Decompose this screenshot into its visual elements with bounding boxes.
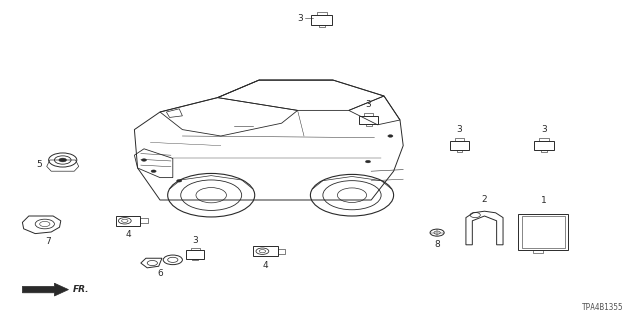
Text: 1: 1 <box>541 196 546 205</box>
Bar <box>317 12 327 15</box>
Bar <box>540 139 549 141</box>
Text: 4: 4 <box>263 261 268 270</box>
Bar <box>455 139 465 141</box>
Bar <box>186 250 204 259</box>
Text: 8: 8 <box>435 240 440 249</box>
Bar <box>533 250 543 253</box>
Text: 6: 6 <box>157 269 163 278</box>
Circle shape <box>151 170 156 172</box>
Bar <box>116 216 140 226</box>
Bar <box>191 248 200 250</box>
Text: TPA4B1355: TPA4B1355 <box>582 303 624 312</box>
Text: 4: 4 <box>125 230 131 239</box>
Text: FR.: FR. <box>72 285 89 294</box>
Bar <box>534 141 554 150</box>
Text: 3: 3 <box>193 236 198 245</box>
Bar <box>319 25 325 27</box>
Bar <box>364 113 374 116</box>
Bar <box>522 216 565 248</box>
Bar <box>541 150 547 152</box>
Text: 7: 7 <box>45 237 51 246</box>
Bar <box>518 214 568 250</box>
Text: 3: 3 <box>541 125 547 134</box>
Bar <box>450 141 469 150</box>
Circle shape <box>365 160 371 163</box>
Bar <box>278 249 285 254</box>
Circle shape <box>141 159 147 161</box>
Bar <box>312 15 333 25</box>
Text: 3: 3 <box>457 125 462 134</box>
Circle shape <box>177 180 182 182</box>
Circle shape <box>59 158 67 162</box>
Text: 3: 3 <box>297 14 303 23</box>
Bar <box>359 116 378 124</box>
Circle shape <box>388 135 393 137</box>
Bar <box>253 246 278 256</box>
Bar <box>366 124 371 126</box>
Text: 2: 2 <box>482 195 487 204</box>
Bar <box>457 150 462 152</box>
Bar <box>193 259 198 260</box>
Bar <box>140 218 148 223</box>
Text: 5: 5 <box>36 160 42 169</box>
Polygon shape <box>22 283 68 296</box>
Text: 3: 3 <box>366 100 371 109</box>
